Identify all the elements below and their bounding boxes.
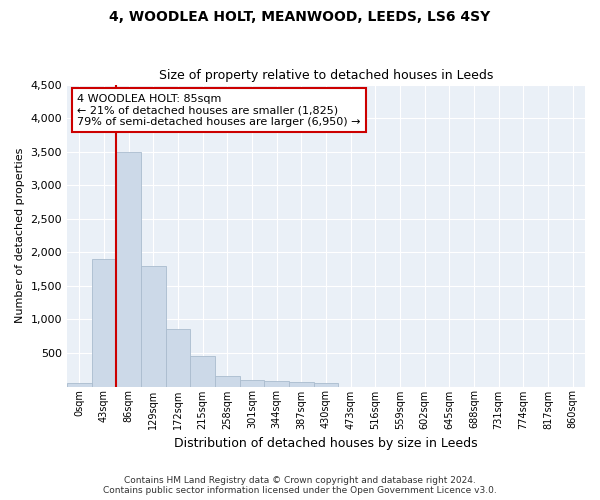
Bar: [190, 356, 215, 386]
Bar: [67, 383, 92, 386]
Bar: [92, 259, 116, 386]
Title: Size of property relative to detached houses in Leeds: Size of property relative to detached ho…: [159, 69, 493, 82]
Y-axis label: Number of detached properties: Number of detached properties: [15, 148, 25, 323]
X-axis label: Distribution of detached houses by size in Leeds: Distribution of detached houses by size …: [174, 437, 478, 450]
Bar: [215, 376, 239, 386]
Text: 4 WOODLEA HOLT: 85sqm
← 21% of detached houses are smaller (1,825)
79% of semi-d: 4 WOODLEA HOLT: 85sqm ← 21% of detached …: [77, 94, 361, 127]
Text: 4, WOODLEA HOLT, MEANWOOD, LEEDS, LS6 4SY: 4, WOODLEA HOLT, MEANWOOD, LEEDS, LS6 4S…: [109, 10, 491, 24]
Bar: [116, 152, 141, 386]
Bar: [265, 382, 289, 386]
Bar: [314, 383, 338, 386]
Bar: [289, 382, 314, 386]
Bar: [141, 266, 166, 386]
Text: Contains HM Land Registry data © Crown copyright and database right 2024.
Contai: Contains HM Land Registry data © Crown c…: [103, 476, 497, 495]
Bar: [166, 330, 190, 386]
Bar: [239, 380, 265, 386]
